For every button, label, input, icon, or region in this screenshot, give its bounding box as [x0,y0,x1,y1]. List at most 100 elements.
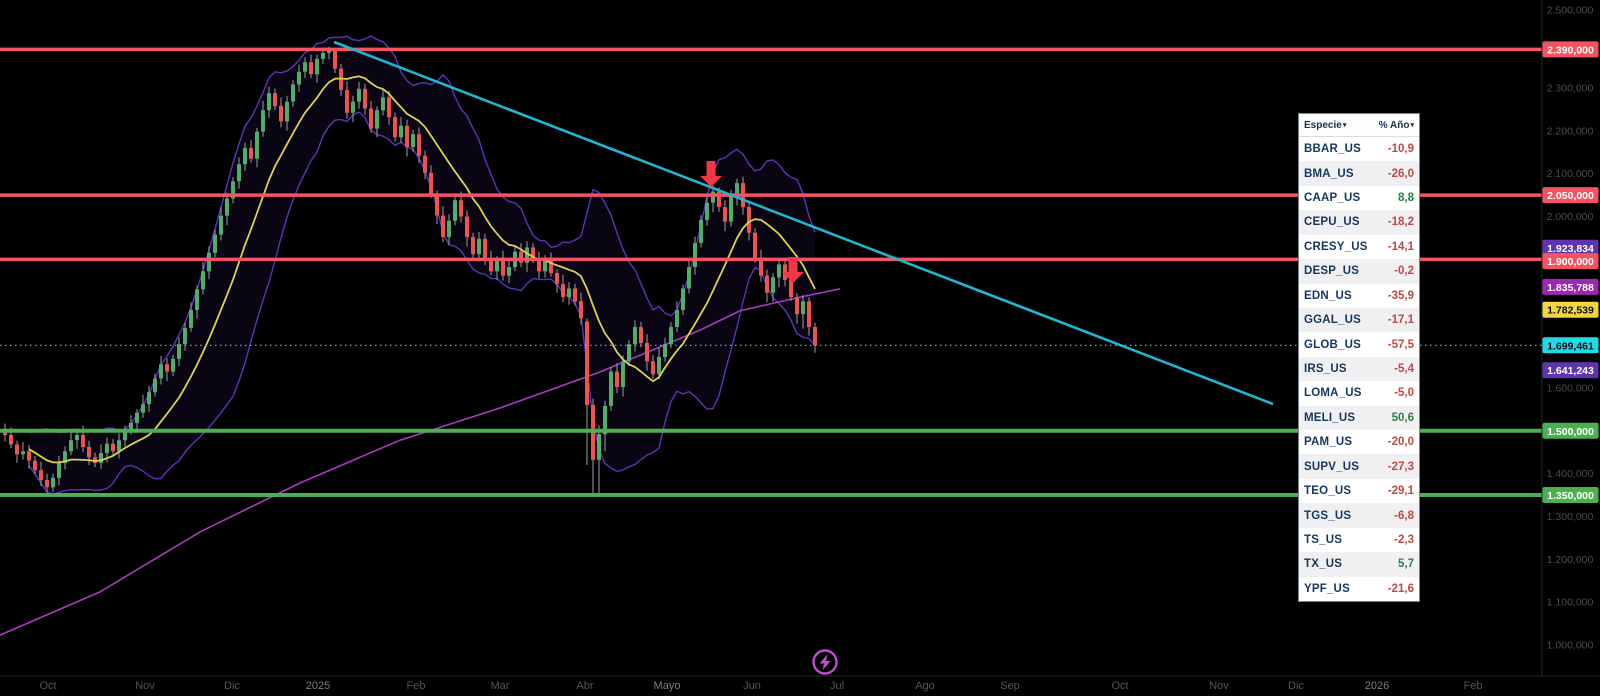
watchlist-row[interactable]: TEO_US -29,1 [1299,478,1419,504]
long-ma-line[interactable] [0,288,841,636]
watchlist-row[interactable]: CRESY_US -14,1 [1299,234,1419,260]
time-tick-label: Feb [407,680,426,692]
watchlist-ticker: GGAL_US [1304,314,1361,327]
watchlist-pct: -29,1 [1387,485,1414,498]
svg-text:1.923,834: 1.923,834 [1547,243,1594,255]
trendline[interactable] [333,40,1274,406]
watchlist-row[interactable]: SUPV_US -27,3 [1299,454,1419,479]
price-tick-label: 2.000,000 [1547,211,1594,223]
price-badge: 1.699,461 [1542,337,1599,354]
watchlist-pct: -26,0 [1387,167,1414,180]
watchlist-ticker: EDN_US [1304,289,1352,302]
watchlist-pct: -35,9 [1387,289,1414,302]
svg-text:1.641,243: 1.641,243 [1547,365,1594,377]
sort-arrow-icon: ▾ [1342,121,1347,129]
time-tick-label: Oct [39,680,56,692]
watchlist-pct: -6,8 [1394,509,1414,522]
time-tick-label: 2025 [306,680,330,692]
svg-text:1.699,461: 1.699,461 [1547,340,1594,352]
time-tick-label: Mar [491,680,510,692]
svg-text:2.390,000: 2.390,000 [1547,44,1594,56]
watchlist-ticker: MELI_US [1304,411,1356,424]
down-arrow-marker[interactable] [782,257,804,283]
watchlist-row[interactable]: PAM_US -20,0 [1299,430,1419,455]
watchlist-sort-pct[interactable]: % Año ▾ [1379,120,1414,131]
watchlist-row[interactable]: LOMA_US -5,0 [1299,381,1419,406]
price-badge: 2.050,000 [1542,187,1599,204]
price-badge: 1.641,243 [1542,362,1599,379]
watchlist-row[interactable]: GGAL_US -17,1 [1299,307,1419,333]
down-arrow-marker[interactable] [700,161,722,187]
watchlist-pct: -21,6 [1387,582,1414,595]
svg-text:1.350,000: 1.350,000 [1547,490,1594,502]
watchlist-row[interactable]: CEPU_US -18,2 [1299,210,1419,235]
price-tick-label: 2.300,000 [1547,83,1594,95]
watchlist-pct: 5,7 [1398,558,1414,571]
time-tick-label: Dic [224,680,240,692]
watchlist-ticker: TX_US [1304,558,1343,571]
watchlist-ticker: BBAR_US [1304,143,1361,156]
watchlist-pct: -57,5 [1387,338,1414,351]
watchlist-pct: 8,8 [1398,192,1414,205]
time-tick-label: Sep [1000,680,1020,692]
price-badge: 1.782,539 [1542,301,1599,318]
watchlist-pct: -10,9 [1387,143,1414,156]
bollinger-lower-line[interactable] [28,111,816,495]
watchlist-row[interactable]: IRS_US -5,4 [1299,356,1419,382]
svg-text:1.782,539: 1.782,539 [1547,305,1594,317]
time-tick-label: Nov [135,680,155,692]
watchlist-row[interactable]: BMA_US -26,0 [1299,161,1419,186]
price-badge: 2.390,000 [1542,41,1599,58]
watchlist-row[interactable]: GLOB_US -57,5 [1299,332,1419,357]
price-tick-label: 1.600,000 [1547,382,1594,394]
watchlist-ticker: IRS_US [1304,363,1347,375]
watchlist-pct: -27,3 [1387,460,1414,473]
realtime-lightning-icon[interactable] [812,649,838,675]
watchlist-row[interactable]: MELI_US 50,6 [1299,405,1419,431]
watchlist-rows: BBAR_US -10,9 BMA_US -26,0 CAAP_US 8,8 C… [1299,137,1419,602]
time-tick-label: Nov [1209,680,1229,692]
watchlist-row[interactable]: DESP_US -0,2 [1299,259,1419,284]
watchlist-header: Especie ▾ % Año ▾ [1299,114,1419,137]
svg-text:1.500,000: 1.500,000 [1547,426,1594,438]
watchlist-row[interactable]: TGS_US -6,8 [1299,503,1419,528]
watchlist-header-pct: % Año [1378,119,1410,131]
watchlist-row[interactable]: EDN_US -35,9 [1299,283,1419,308]
price-badge: 1.350,000 [1542,487,1599,503]
price-tick-label: 1.300,000 [1547,511,1594,523]
watchlist-pct: -20,0 [1387,436,1414,449]
watchlist-sort-especie[interactable]: Especie ▾ [1304,120,1346,131]
watchlist-ticker: GLOB_US [1304,338,1361,351]
watchlist-pct: 50,6 [1391,411,1414,424]
price-badge: 1.500,000 [1542,422,1599,439]
price-tick-label: 1.100,000 [1547,597,1594,609]
watchlist-header-especie: Especie [1304,119,1342,131]
watchlist-pct: -5,0 [1394,387,1414,400]
watchlist-ticker: CRESY_US [1304,240,1368,253]
svg-text:2.050,000: 2.050,000 [1547,190,1594,202]
watchlist-row[interactable]: CAAP_US 8,8 [1299,185,1419,211]
watchlist-ticker: TS_US [1304,533,1343,546]
time-tick-label: 2026 [1365,680,1389,692]
watchlist-row[interactable]: BBAR_US -10,9 [1299,137,1419,162]
watchlist-row[interactable]: TX_US 5,7 [1299,552,1419,577]
price-tick-label: 2.100,000 [1547,168,1594,180]
svg-text:1.900,000: 1.900,000 [1547,256,1594,268]
watchlist-ticker: TGS_US [1304,509,1352,522]
watchlist-pct: -0,2 [1394,265,1414,278]
price-badge: 1.923,834 [1542,239,1599,256]
time-tick-label: Ago [915,680,935,692]
watchlist-ticker: BMA_US [1304,167,1354,180]
watchlist-ticker: DESP_US [1304,265,1360,278]
time-tick-label: Dic [1288,680,1304,692]
price-badge: 1.900,000 [1542,253,1599,270]
time-tick-label: Abr [576,680,593,692]
watchlist-row[interactable]: YPF_US -21,6 [1299,576,1419,602]
sma-line[interactable] [28,75,816,464]
watchlist-row[interactable]: TS_US -2,3 [1299,527,1419,553]
watchlist-pct: -18,2 [1387,216,1414,229]
price-tick-label: 1.200,000 [1547,554,1594,566]
price-badge: 1.835,788 [1542,278,1599,295]
watchlist-ticker: SUPV_US [1304,460,1360,473]
time-tick-label: Jun [743,680,761,692]
